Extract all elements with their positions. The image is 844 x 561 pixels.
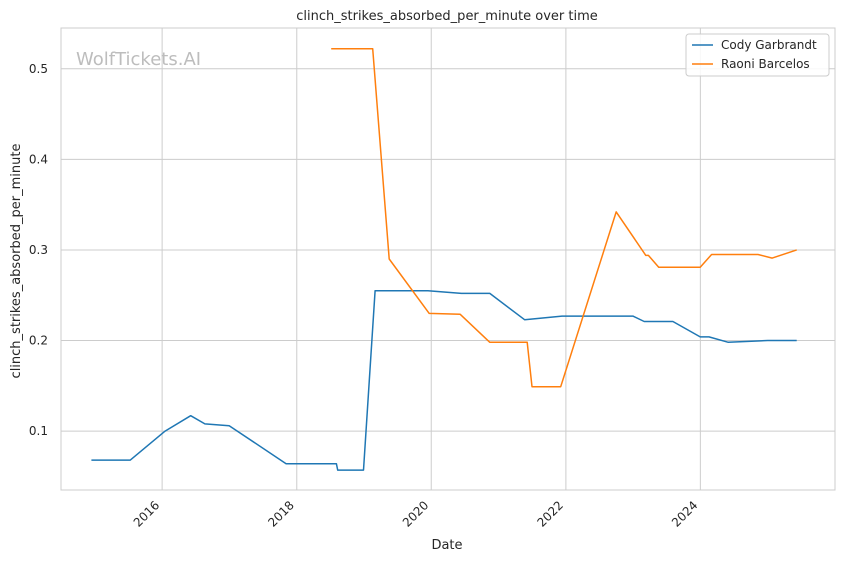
y-tick-label: 0.2 <box>29 334 48 348</box>
legend: Cody Garbrandt Raoni Barcelos <box>685 33 830 77</box>
x-tick-label: 2024 <box>669 498 700 529</box>
y-tick-label: 0.5 <box>29 62 48 76</box>
legend-label: Cody Garbrandt <box>721 38 817 52</box>
y-axis-ticks: 0.1 0.2 0.3 0.4 0.5 <box>29 62 48 438</box>
y-axis-label: clinch_strikes_absorbed_per_minute <box>9 144 24 379</box>
series-line-0 <box>91 289 797 471</box>
y-tick-label: 0.3 <box>29 243 48 257</box>
x-tick-label: 2018 <box>265 498 296 529</box>
watermark: WolfTickets.AI <box>76 49 201 70</box>
x-tick-label: 2016 <box>131 498 162 529</box>
x-tick-label: 2020 <box>400 498 431 529</box>
y-tick-label: 0.4 <box>29 152 48 166</box>
x-axis-label: Date <box>431 538 462 553</box>
y-tick-label: 0.1 <box>29 424 48 438</box>
chart-title: clinch_strikes_absorbed_per_minute over … <box>296 9 598 24</box>
series-layer <box>91 48 797 471</box>
grid <box>61 28 835 490</box>
x-tick-label: 2022 <box>535 498 566 529</box>
legend-box <box>685 33 830 77</box>
series-line-1 <box>331 48 797 388</box>
plot-frame <box>60 27 836 491</box>
x-axis-ticks: 2016 2018 2020 2022 2024 <box>131 498 701 529</box>
legend-label: Raoni Barcelos <box>721 57 810 71</box>
